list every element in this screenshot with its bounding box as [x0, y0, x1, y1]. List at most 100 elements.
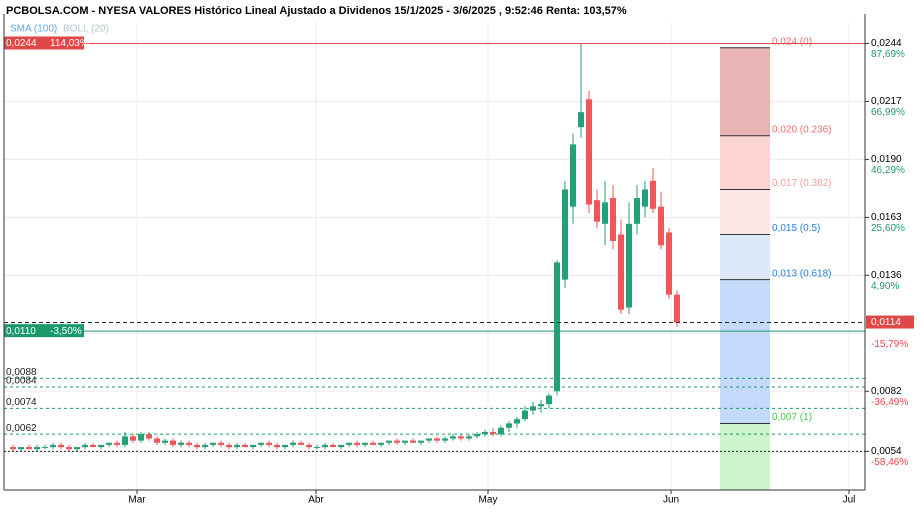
y-tick-label: 0,0136: [871, 270, 902, 281]
candle-body: [138, 434, 144, 441]
x-tick-label: Jun: [663, 495, 679, 506]
candle-body: [106, 442, 112, 445]
y-tick-label: 0,0244: [871, 38, 902, 49]
y-tick-label: 0,0163: [871, 212, 902, 223]
fib-label: 0,015 (0.5): [772, 223, 820, 234]
chart-title: PCBOLSA.COM - NYESA VALORES Histórico Li…: [6, 5, 627, 17]
candle-body: [202, 444, 208, 448]
fib-zone: [720, 135, 770, 190]
x-tick-label: Mar: [128, 495, 146, 506]
candle-body: [386, 440, 392, 443]
level-pct: -3,50%: [50, 326, 82, 337]
candle-body: [90, 444, 96, 448]
level-label: 0,0088: [6, 367, 37, 378]
candle-body: [330, 444, 336, 448]
candle-body: [362, 442, 368, 445]
candle-body: [98, 444, 104, 448]
candle-body: [10, 447, 16, 450]
fib-label: 0,020 (0.236): [772, 124, 832, 135]
candle-body: [482, 432, 488, 435]
candle-body: [234, 444, 240, 448]
candle-body: [306, 444, 312, 448]
candle-body: [322, 444, 328, 448]
candle-body: [602, 202, 608, 224]
x-tick-label: Abr: [308, 495, 324, 506]
candle-body: [242, 444, 248, 448]
candle-body: [290, 442, 296, 445]
candle-body: [394, 440, 400, 443]
candle-body: [578, 112, 584, 128]
candle-body: [42, 447, 48, 449]
candle-body: [266, 442, 272, 445]
candle-body: [130, 436, 136, 441]
candle-body: [370, 442, 376, 445]
candle-body: [194, 444, 200, 448]
level-label: 0,0244: [6, 38, 37, 49]
candle-body: [610, 198, 616, 241]
candle-body: [618, 234, 624, 310]
fib-zone: [720, 234, 770, 280]
y-tick-label: 0,0190: [871, 154, 902, 165]
y-tick-pct: -15,79%: [871, 339, 908, 350]
candle-body: [338, 444, 344, 448]
fib-zone: [720, 47, 770, 136]
fib-zone: [720, 279, 770, 424]
candle-body: [674, 294, 680, 323]
candle-body: [170, 440, 176, 445]
candle-body: [154, 438, 160, 443]
y-tick-pct: 66,99%: [871, 107, 905, 118]
y-tick-label: 0,0217: [871, 96, 902, 107]
legend-boll: BOLL (20): [63, 24, 109, 35]
level-box: [4, 324, 84, 338]
y-tick-pct: 87,69%: [871, 49, 905, 60]
candle-body: [258, 442, 264, 445]
candle-body: [466, 436, 472, 439]
candle-body: [18, 447, 24, 450]
level-label: 0,0084: [6, 376, 37, 387]
y-tick-pct: 25,60%: [871, 223, 905, 234]
fib-zone: [720, 189, 770, 235]
candle-body: [506, 423, 512, 428]
y-tick-label: 0,0054: [871, 446, 902, 457]
candle-body: [122, 436, 128, 445]
candle-body: [658, 206, 664, 246]
candle-body: [586, 99, 592, 205]
last-price-box: [866, 315, 914, 329]
candle-body: [450, 436, 456, 439]
candle-body: [314, 447, 320, 449]
y-tick-label: 0,0082: [871, 386, 902, 397]
candle-body: [626, 223, 632, 308]
level-pct: 114,03%: [50, 38, 89, 49]
candle-body: [50, 444, 56, 448]
candle-body: [522, 410, 528, 420]
fib-label: 0,007 (1): [772, 412, 812, 423]
candle-body: [298, 442, 304, 445]
candle-body: [458, 436, 464, 439]
candle-body: [354, 442, 360, 445]
candle-body: [562, 189, 568, 280]
candle-body: [146, 434, 152, 439]
candle-body: [418, 440, 424, 443]
y-tick-pct: 46,29%: [871, 165, 905, 176]
candle-body: [474, 434, 480, 437]
candle-body: [58, 444, 64, 448]
y-tick-pct: -58,46%: [871, 457, 908, 468]
candle-body: [82, 444, 88, 448]
candle-body: [346, 442, 352, 445]
fib-label: 0,024 (0): [772, 36, 812, 47]
candle-body: [498, 427, 504, 435]
candle-body: [410, 440, 416, 443]
fib-label: 0,013 (0.618): [772, 268, 832, 279]
level-label: 0,0110: [6, 326, 36, 337]
candle-body: [66, 447, 72, 450]
candle-body: [178, 442, 184, 445]
candle-body: [490, 432, 496, 435]
candle-body: [650, 180, 656, 209]
candle-body: [442, 438, 448, 441]
y-tick-pct: -36,49%: [871, 397, 908, 408]
fib-label: 0,017 (0.382): [772, 178, 832, 189]
last-price-label: 0,0114: [871, 317, 901, 328]
candle-body: [282, 444, 288, 448]
